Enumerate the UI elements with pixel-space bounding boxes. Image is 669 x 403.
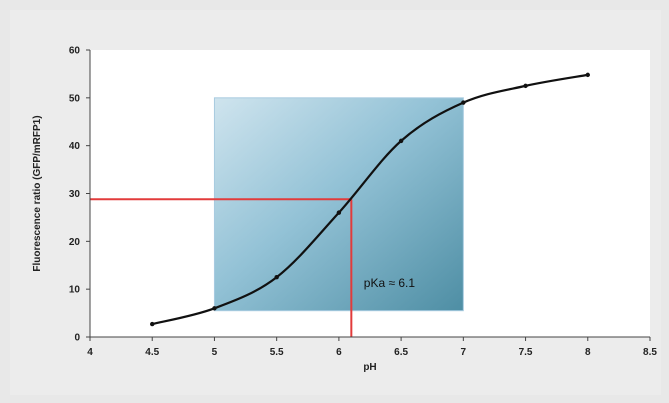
y-tick-label: 60 <box>69 46 81 57</box>
data-point <box>398 138 404 144</box>
y-tick-label: 10 <box>69 285 81 296</box>
data-point <box>336 210 342 215</box>
x-axis-label: pH <box>363 362 376 373</box>
x-tick-label: 8 <box>585 347 591 358</box>
data-point <box>523 83 528 89</box>
series-line <box>151 73 588 326</box>
x-tick-label: 8.5 <box>643 347 657 358</box>
data-point <box>274 275 279 280</box>
x-tick-label: 4 <box>87 347 93 358</box>
data-point <box>461 100 466 105</box>
y-tick-label: 50 <box>69 93 81 104</box>
y-axis-label: Fluorescence ratio (GFP/mRFP1) <box>32 115 43 271</box>
data-point <box>585 72 590 78</box>
chart-frame: 4 4.5 5 5.5 6 6.5 7 7.5 8 8.5 0 10 20 30 40 50 60 pKa ≈ … <box>10 10 661 395</box>
data-point <box>150 321 155 327</box>
x-tick-label: 7.5 <box>519 347 533 358</box>
x-tick-label: 4.5 <box>145 347 159 358</box>
data-point <box>212 306 217 311</box>
highlight-box <box>213 97 464 312</box>
y-tick-label: 40 <box>69 141 81 152</box>
y-tick-label: 0 <box>74 333 80 344</box>
y-tick-label: 30 <box>69 189 81 200</box>
y-tick-label: 20 <box>69 237 81 248</box>
x-tick-label: 7 <box>461 347 467 358</box>
x-tick-label: 5 <box>212 347 218 358</box>
titration-chart: 4 4.5 5 5.5 6 6.5 7 7.5 8 8.5 0 10 20 30 40 50 60 pKa ≈ … <box>32 46 657 374</box>
x-tick-label: 6 <box>336 347 342 358</box>
x-tick-label: 5.5 <box>270 347 284 358</box>
pka-annotation: pKa ≈ 6.1 <box>364 276 416 290</box>
x-tick-label: 6.5 <box>394 347 408 358</box>
